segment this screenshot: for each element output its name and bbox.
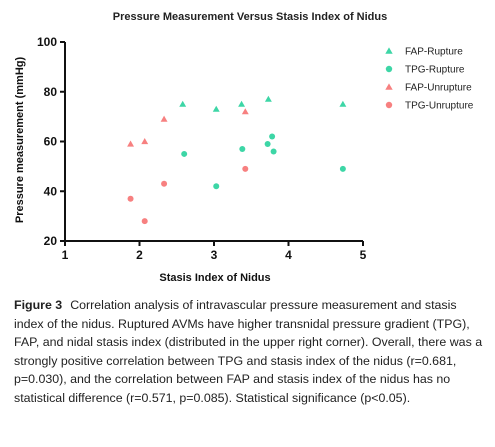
point-tpg-rupture	[269, 133, 276, 140]
legend-marker-fap-rupture	[385, 47, 393, 54]
y-tick-label: 80	[44, 85, 58, 99]
data-points	[127, 95, 347, 225]
legend-marker-tpg-rupture	[385, 65, 393, 73]
scatter-chart: Pressure Measurement Versus Stasis Index…	[14, 11, 474, 284]
point-tpg-rupture	[339, 165, 346, 172]
y-tick-label: 20	[44, 234, 58, 248]
legend-label-fap-rupture: FAP-Rupture	[405, 47, 463, 58]
legend-label-fap-unrupture: FAP-Unrupture	[405, 83, 472, 94]
caption-text: Correlation analysis of intravascular pr…	[14, 298, 483, 405]
legend: FAP-Rupture TPG-Rupture FAP-Unrupture TPG-U…	[385, 47, 474, 112]
x-tick-label: 3	[211, 248, 218, 262]
point-tpg-rupture	[270, 148, 277, 155]
legend-label-tpg-rupture: TPG-Rupture	[405, 65, 465, 76]
point-tpg-rupture	[213, 183, 220, 190]
point-fap-unrupture	[160, 115, 168, 122]
point-fap-rupture	[212, 105, 220, 112]
point-fap-unrupture	[141, 138, 149, 145]
chart-title: Pressure Measurement Versus Stasis Index…	[113, 11, 388, 23]
figure-caption: Figure 3 Correlation analysis of intravas…	[14, 296, 488, 408]
point-tpg-rupture	[264, 140, 271, 147]
point-tpg-rupture	[239, 145, 246, 152]
legend-marker-fap-unrupture	[385, 83, 393, 90]
point-tpg-unrupture	[127, 195, 134, 202]
point-tpg-unrupture	[242, 165, 249, 172]
y-tick-label: 100	[37, 35, 57, 49]
y-tick-label: 60	[44, 135, 58, 149]
point-fap-rupture	[179, 100, 187, 107]
point-fap-rupture	[339, 100, 347, 107]
point-fap-rupture	[238, 100, 246, 107]
point-fap-unrupture	[241, 108, 249, 115]
legend-marker-tpg-unrupture	[385, 101, 393, 109]
y-axis-label: Pressure measurement (mmHg)	[14, 57, 26, 224]
point-tpg-unrupture	[141, 218, 148, 225]
x-tick-label: 4	[285, 248, 292, 262]
point-fap-rupture	[264, 95, 272, 102]
x-tick-label: 1	[62, 248, 69, 262]
figure-label: Figure 3	[14, 298, 63, 312]
point-fap-unrupture	[127, 140, 135, 147]
x-tick-label: 5	[360, 248, 367, 262]
legend-label-tpg-unrupture: TPG-Unrupture	[405, 101, 474, 112]
axes: 20 40 60 80 100 1 2 3 4 5	[37, 35, 367, 262]
point-tpg-rupture	[181, 150, 188, 157]
x-axis-label: Stasis Index of Nidus	[159, 272, 270, 284]
x-tick-label: 2	[136, 248, 143, 262]
point-tpg-unrupture	[161, 180, 168, 187]
y-tick-label: 40	[44, 184, 58, 198]
